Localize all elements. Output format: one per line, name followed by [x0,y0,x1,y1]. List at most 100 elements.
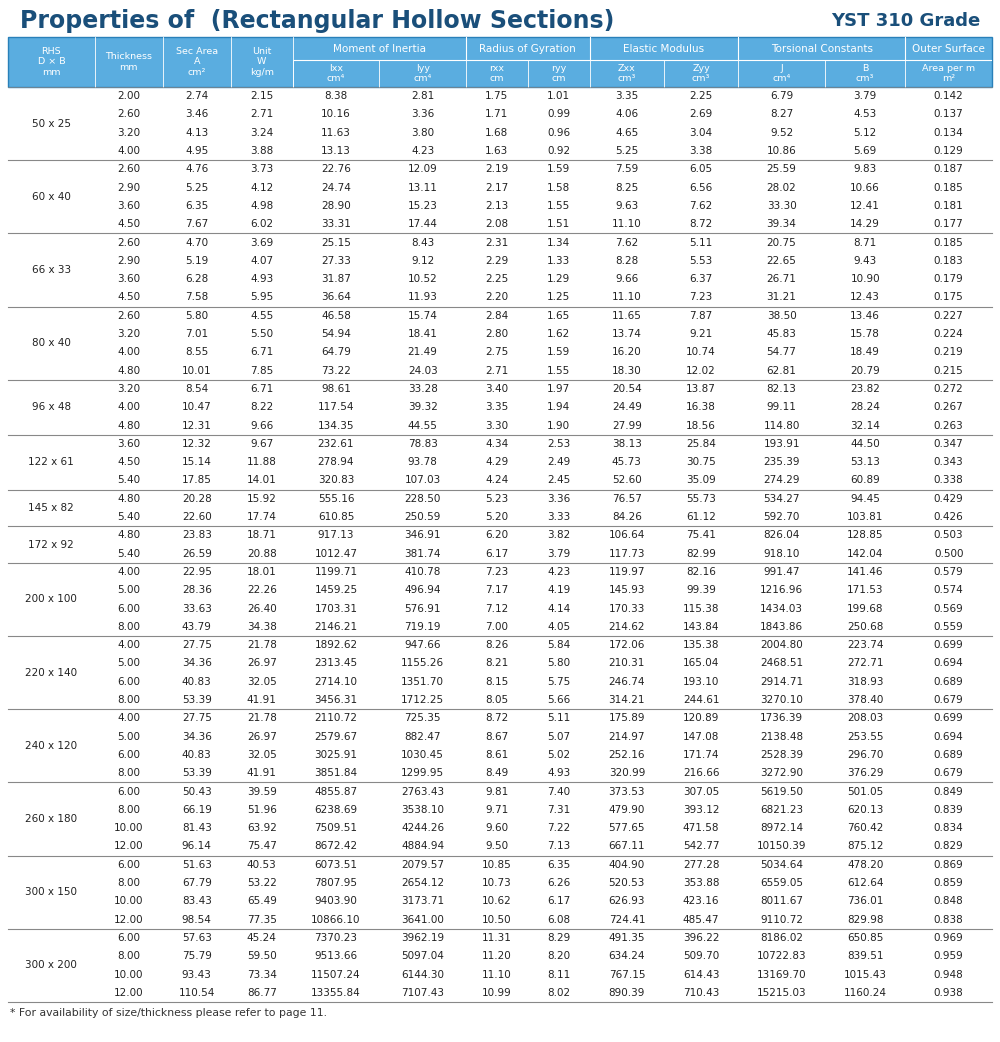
Text: 4.19: 4.19 [547,586,570,595]
Text: 0.579: 0.579 [934,567,964,577]
Text: 9.60: 9.60 [485,823,508,834]
Text: 0.185: 0.185 [934,182,964,193]
Text: 117.73: 117.73 [609,549,645,559]
Text: 0.99: 0.99 [547,109,570,120]
Text: 3.40: 3.40 [485,383,508,394]
Text: 1.68: 1.68 [485,128,509,138]
Text: 21.78: 21.78 [247,640,277,650]
Text: 0.183: 0.183 [934,256,964,266]
Text: 103.81: 103.81 [847,512,883,522]
Text: 8.00: 8.00 [117,951,140,962]
Text: 93.78: 93.78 [408,457,438,467]
Text: 2.81: 2.81 [411,91,434,101]
Text: 542.77: 542.77 [683,842,719,851]
Text: 30.75: 30.75 [686,457,716,467]
Text: 250.59: 250.59 [404,512,441,522]
Text: 12.00: 12.00 [114,915,143,924]
Text: 3.38: 3.38 [690,146,713,156]
Text: 7.00: 7.00 [485,622,508,631]
Text: 11.88: 11.88 [247,457,277,467]
Text: 76.57: 76.57 [612,494,642,503]
Text: 0.179: 0.179 [934,274,964,284]
Text: 2.29: 2.29 [485,256,509,266]
Text: 44.55: 44.55 [408,421,438,430]
Text: 12.32: 12.32 [182,439,212,449]
Text: 1.75: 1.75 [485,91,509,101]
Text: 20.75: 20.75 [767,238,796,248]
Text: 0.134: 0.134 [934,128,964,138]
Text: 244.61: 244.61 [683,695,719,705]
Text: 0.694: 0.694 [934,731,964,742]
Text: 1.01: 1.01 [547,91,570,101]
Text: 13.46: 13.46 [850,311,880,321]
Text: 193.10: 193.10 [683,676,719,687]
Text: 4.07: 4.07 [250,256,273,266]
Text: 9513.66: 9513.66 [314,951,358,962]
Text: 410.78: 410.78 [404,567,441,577]
Text: 3.36: 3.36 [411,109,434,120]
Text: 2.08: 2.08 [485,219,508,229]
Text: 610.85: 610.85 [318,512,354,522]
Text: 32.05: 32.05 [247,750,277,760]
Text: 0.503: 0.503 [934,530,963,541]
Text: 0.869: 0.869 [934,860,964,870]
Text: 6.00: 6.00 [117,603,140,614]
Text: 4.80: 4.80 [117,366,140,376]
Text: 75.47: 75.47 [247,842,277,851]
Text: 839.51: 839.51 [847,951,883,962]
Text: 6.08: 6.08 [547,915,570,924]
Text: 4.24: 4.24 [485,475,509,486]
Text: 54.77: 54.77 [767,347,797,357]
Text: 1843.86: 1843.86 [760,622,803,631]
Text: 0.272: 0.272 [934,383,964,394]
Text: 50.43: 50.43 [182,787,212,796]
Text: 6.00: 6.00 [117,933,140,943]
Text: 0.838: 0.838 [934,915,964,924]
Text: 3851.84: 3851.84 [314,768,358,778]
Text: 60 x 40: 60 x 40 [32,192,71,202]
Text: 314.21: 314.21 [609,695,645,705]
Text: 10.66: 10.66 [850,182,880,193]
Text: 33.63: 33.63 [182,603,212,614]
Text: 99.11: 99.11 [767,402,797,413]
Text: 4.80: 4.80 [117,421,140,430]
Text: 110.54: 110.54 [179,988,215,998]
Text: 94.45: 94.45 [850,494,880,503]
Text: 23.83: 23.83 [182,530,212,541]
Text: 8.71: 8.71 [854,238,877,248]
Text: J
cm⁴: J cm⁴ [772,64,791,83]
Text: 147.08: 147.08 [683,731,719,742]
Text: Iyy
cm⁴: Iyy cm⁴ [414,64,432,83]
Text: 274.29: 274.29 [763,475,800,486]
Text: 8.67: 8.67 [485,731,509,742]
Text: 509.70: 509.70 [683,951,719,962]
Text: 278.94: 278.94 [318,457,354,467]
Text: 760.42: 760.42 [847,823,883,834]
Text: 2.49: 2.49 [547,457,570,467]
Text: 1.59: 1.59 [547,165,570,174]
Text: 6.17: 6.17 [547,896,570,907]
Text: 9.63: 9.63 [615,201,638,210]
Text: 0.679: 0.679 [934,768,964,778]
Text: 96 x 48: 96 x 48 [32,402,71,413]
Text: 8.28: 8.28 [615,256,638,266]
Text: 128.85: 128.85 [847,530,883,541]
Text: 45.73: 45.73 [612,457,642,467]
Text: 228.50: 228.50 [404,494,441,503]
Text: 7.17: 7.17 [485,586,509,595]
Text: 142.04: 142.04 [847,549,883,559]
Text: 0.227: 0.227 [934,311,964,321]
Text: 8.72: 8.72 [485,714,509,723]
Text: 10.00: 10.00 [114,896,143,907]
Text: 423.16: 423.16 [683,896,719,907]
Text: YST 310 Grade: YST 310 Grade [831,13,980,30]
Text: 12.09: 12.09 [408,165,438,174]
Text: 0.694: 0.694 [934,659,964,669]
Text: 0.969: 0.969 [934,933,964,943]
Text: 253.55: 253.55 [847,731,883,742]
Text: 5097.04: 5097.04 [401,951,444,962]
Text: 2528.39: 2528.39 [760,750,803,760]
Text: 2.31: 2.31 [485,238,509,248]
Text: 0.92: 0.92 [547,146,570,156]
Text: 15.78: 15.78 [850,329,880,339]
